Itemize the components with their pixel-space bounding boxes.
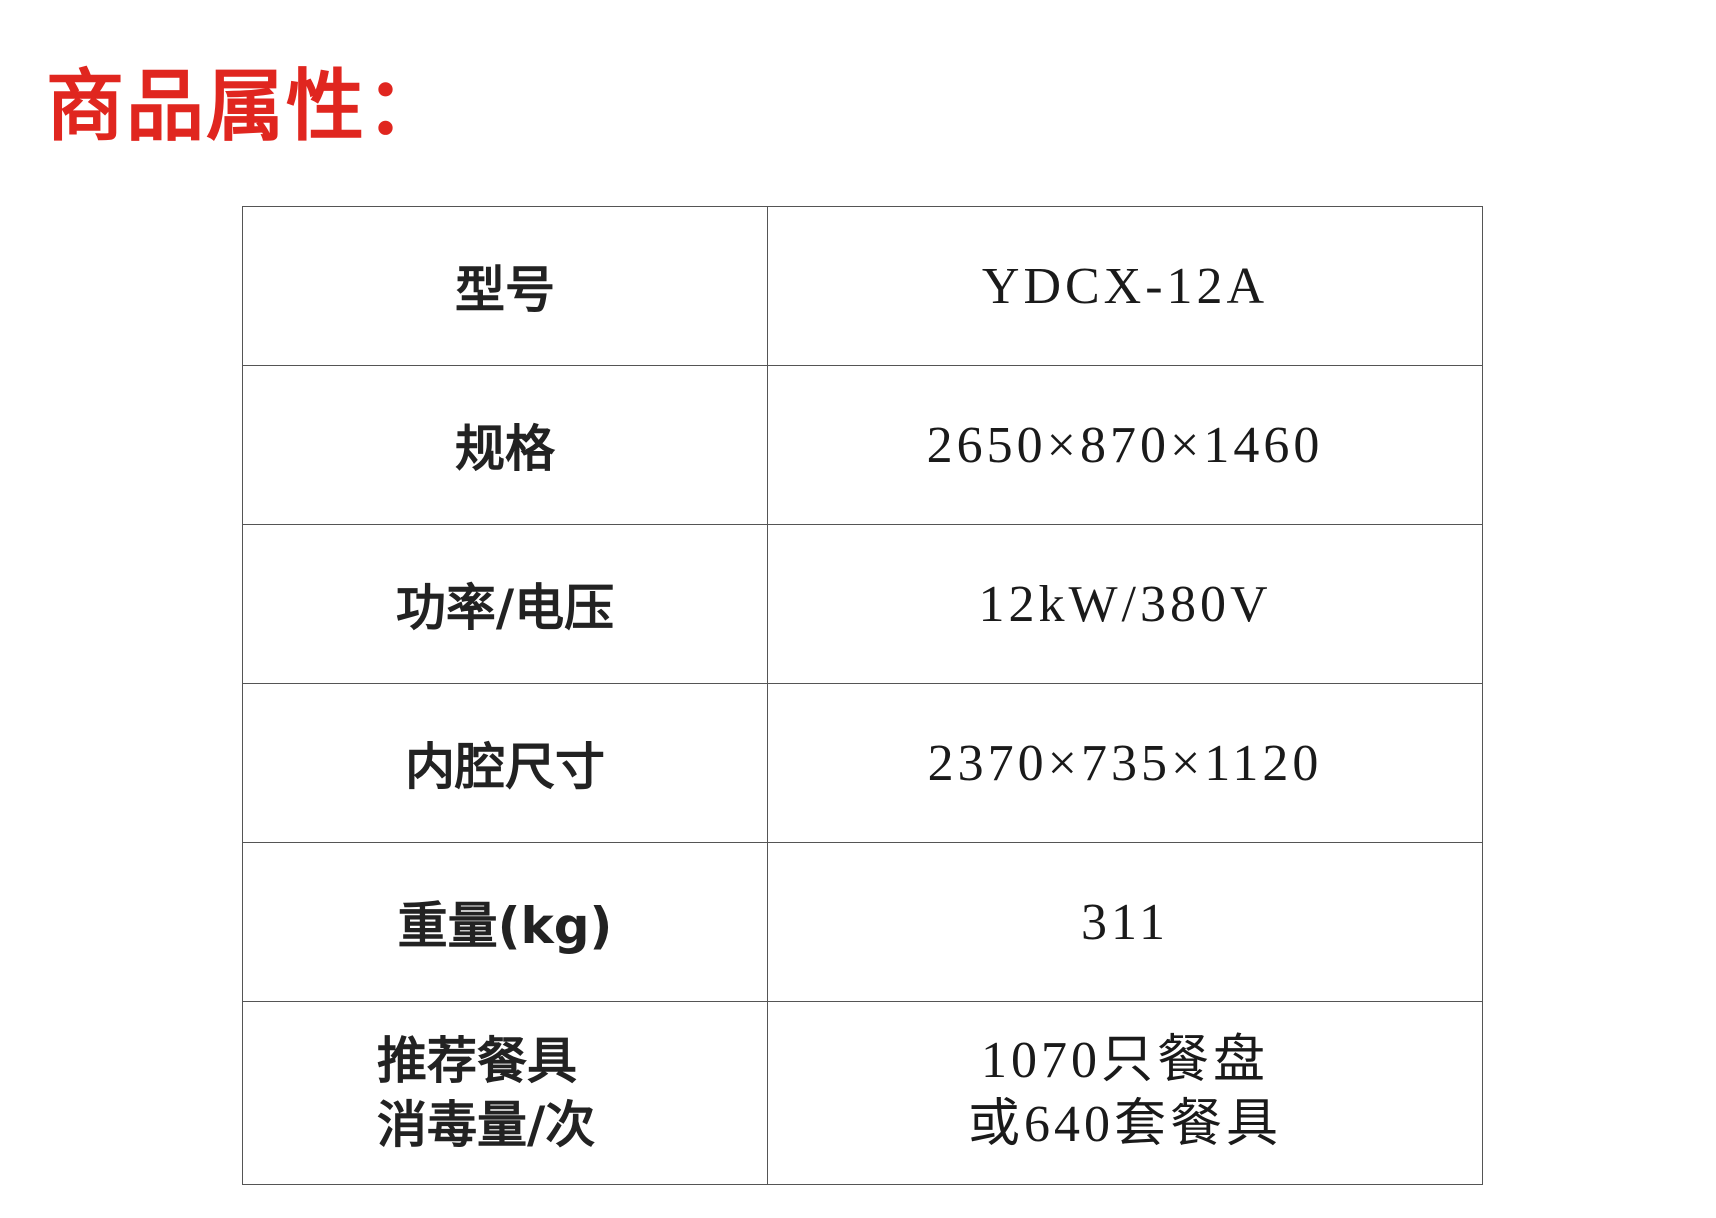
table-row: 规格 2650×870×1460	[242, 365, 1483, 525]
table-row: 型号 YDCX-12A	[242, 206, 1483, 366]
row-value-line: 或640套餐具	[967, 1096, 1282, 1153]
table-row: 重量(kg) 311	[242, 842, 1483, 1002]
row-label: 重量(kg)	[242, 842, 768, 1002]
row-value: YDCX-12A	[767, 206, 1483, 366]
row-label: 功率/电压	[242, 524, 768, 684]
row-label: 推荐餐具 消毒量/次	[242, 1001, 768, 1185]
row-value: 12kW/380V	[767, 524, 1483, 684]
spec-table: 型号 YDCX-12A 规格 2650×870×1460 功率/电压 12kW/…	[242, 206, 1483, 1185]
row-value: 2370×735×1120	[767, 683, 1483, 843]
row-label-line: 推荐餐具	[377, 1032, 577, 1090]
table-row: 推荐餐具 消毒量/次 1070只餐盘 或640套餐具	[242, 1001, 1483, 1185]
row-value: 2650×870×1460	[767, 365, 1483, 525]
row-label: 型号	[242, 206, 768, 366]
row-value-line: 1070只餐盘	[980, 1032, 1269, 1089]
row-label-line: 消毒量/次	[377, 1096, 596, 1154]
row-value: 311	[767, 842, 1483, 1002]
page-title: 商品属性：	[46, 62, 447, 152]
row-value: 1070只餐盘 或640套餐具	[767, 1001, 1483, 1185]
table-row: 内腔尺寸 2370×735×1120	[242, 683, 1483, 843]
table-row: 功率/电压 12kW/380V	[242, 524, 1483, 684]
row-label: 内腔尺寸	[242, 683, 768, 843]
row-label: 规格	[242, 365, 768, 525]
